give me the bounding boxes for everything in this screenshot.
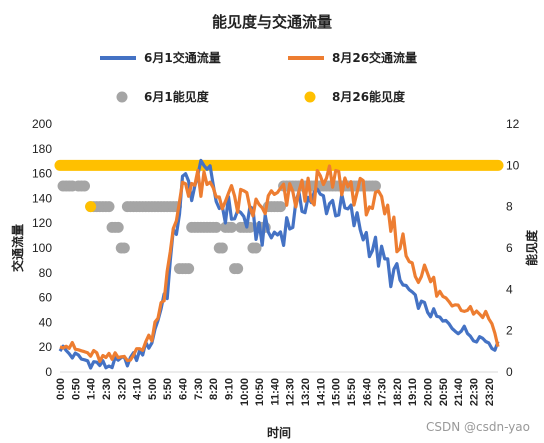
x-tick-label: 8:20 bbox=[208, 378, 220, 400]
x-tick-label: 10:50 bbox=[254, 378, 266, 406]
y-left-tick-label: 80 bbox=[39, 266, 53, 280]
legend-item: 8月26交通流量 bbox=[288, 50, 417, 65]
y-left-ticks: 0 20 40 60 80 100 120 140 160 180 200 bbox=[32, 117, 52, 379]
y-left-tick-label: 200 bbox=[32, 117, 52, 131]
y-left-tick-label: 140 bbox=[32, 191, 52, 205]
x-tick-label: 2:30 bbox=[101, 378, 113, 400]
visibility-point bbox=[103, 201, 115, 213]
y-left-tick-label: 0 bbox=[45, 365, 52, 379]
x-tick-label: 12:30 bbox=[285, 378, 297, 406]
visibility-point bbox=[250, 242, 262, 254]
legend-label: 6月1交通流量 bbox=[144, 50, 221, 65]
visibility-point bbox=[226, 221, 238, 233]
series-line-8月26交通流量 bbox=[59, 164, 500, 363]
x-tick-label: 0:50 bbox=[70, 378, 82, 400]
visibility-point bbox=[118, 242, 130, 254]
x-tick-label: 17:30 bbox=[377, 378, 389, 406]
x-tick-label: 23:20 bbox=[484, 378, 496, 406]
y-left-tick-label: 160 bbox=[32, 167, 52, 181]
chart-title: 能见度与交通流量 bbox=[212, 13, 332, 31]
visibility-point bbox=[369, 180, 381, 192]
visibility-point bbox=[216, 242, 228, 254]
y-left-tick-label: 40 bbox=[39, 315, 53, 329]
plot-area bbox=[54, 158, 504, 370]
x-tick-label: 21:40 bbox=[453, 378, 465, 406]
watermark-text: CSDN @csdn-yao bbox=[426, 420, 530, 434]
y-right-tick-label: 8 bbox=[506, 200, 513, 214]
x-ticks: 0:00 0:50 1:40 2:30 3:20 4:10 5:00 5:50 6:40 7:30… bbox=[55, 378, 496, 406]
x-tick-label: 10:00 bbox=[239, 378, 251, 406]
x-axis-label: 时间 bbox=[267, 425, 291, 440]
x-tick-label: 1:40 bbox=[86, 378, 98, 400]
x-tick-label: 22:30 bbox=[468, 378, 480, 406]
y-left-tick-label: 120 bbox=[32, 216, 52, 230]
x-tick-label: 15:00 bbox=[331, 378, 343, 406]
x-tick-label: 14:10 bbox=[315, 378, 327, 406]
y-right-axis-label: 能见度 bbox=[524, 229, 539, 266]
visibility-point bbox=[79, 180, 91, 192]
series-6月1能见度 bbox=[57, 180, 381, 275]
y-left-tick-label: 180 bbox=[32, 142, 52, 156]
x-tick-label: 9:10 bbox=[223, 378, 235, 400]
y-left-tick-label: 60 bbox=[39, 291, 53, 305]
y-right-tick-label: 10 bbox=[506, 158, 520, 172]
y-right-tick-label: 6 bbox=[506, 241, 513, 255]
visibility-point bbox=[85, 201, 97, 213]
visibility-point bbox=[112, 221, 124, 233]
legend-label: 8月26交通流量 bbox=[332, 50, 417, 65]
legend-label: 6月1能见度 bbox=[144, 89, 210, 104]
x-tick-label: 16:40 bbox=[361, 378, 373, 406]
y-right-ticks: 0 2 4 6 8 10 12 bbox=[506, 117, 520, 379]
x-tick-label: 0:00 bbox=[55, 378, 67, 400]
x-tick-label: 20:50 bbox=[438, 378, 450, 406]
x-tick-label: 15:50 bbox=[346, 378, 358, 406]
visibility-point bbox=[183, 263, 195, 275]
legend-item: 8月26能见度 bbox=[304, 89, 406, 104]
x-tick-label: 3:20 bbox=[116, 378, 128, 400]
legend-swatch-dot bbox=[116, 91, 128, 103]
y-left-tick-label: 100 bbox=[32, 241, 52, 255]
x-tick-label: 5:00 bbox=[147, 378, 159, 400]
y-right-tick-label: 12 bbox=[506, 117, 520, 131]
y-right-tick-label: 2 bbox=[506, 324, 513, 338]
legend-item: 6月1交通流量 bbox=[100, 50, 221, 65]
x-tick-label: 11:40 bbox=[269, 378, 281, 406]
legend: 6月1交通流量 8月26交通流量 6月1能见度 8月26能见度 bbox=[100, 50, 417, 104]
y-right-tick-label: 0 bbox=[506, 365, 513, 379]
legend-swatch-dot bbox=[304, 91, 316, 103]
x-tick-label: 19:10 bbox=[407, 378, 419, 406]
y-left-axis-label: 交通流量 bbox=[10, 224, 25, 272]
x-tick-label: 7:30 bbox=[193, 378, 205, 400]
visibility-point bbox=[275, 201, 287, 213]
x-tick-label: 5:50 bbox=[162, 378, 174, 400]
x-tick-label: 4:10 bbox=[132, 378, 144, 400]
y-left-tick-label: 20 bbox=[39, 340, 53, 354]
x-tick-label: 18:20 bbox=[392, 378, 404, 406]
visibility-point bbox=[210, 221, 222, 233]
y-right-tick-label: 4 bbox=[506, 282, 513, 296]
legend-label: 8月26能见度 bbox=[332, 89, 406, 104]
x-tick-label: 6:40 bbox=[178, 378, 190, 400]
x-tick-label: 20:00 bbox=[423, 378, 435, 406]
visibility-point bbox=[232, 263, 244, 275]
legend-item: 6月1能见度 bbox=[116, 89, 210, 104]
x-tick-label: 13:20 bbox=[300, 378, 312, 406]
